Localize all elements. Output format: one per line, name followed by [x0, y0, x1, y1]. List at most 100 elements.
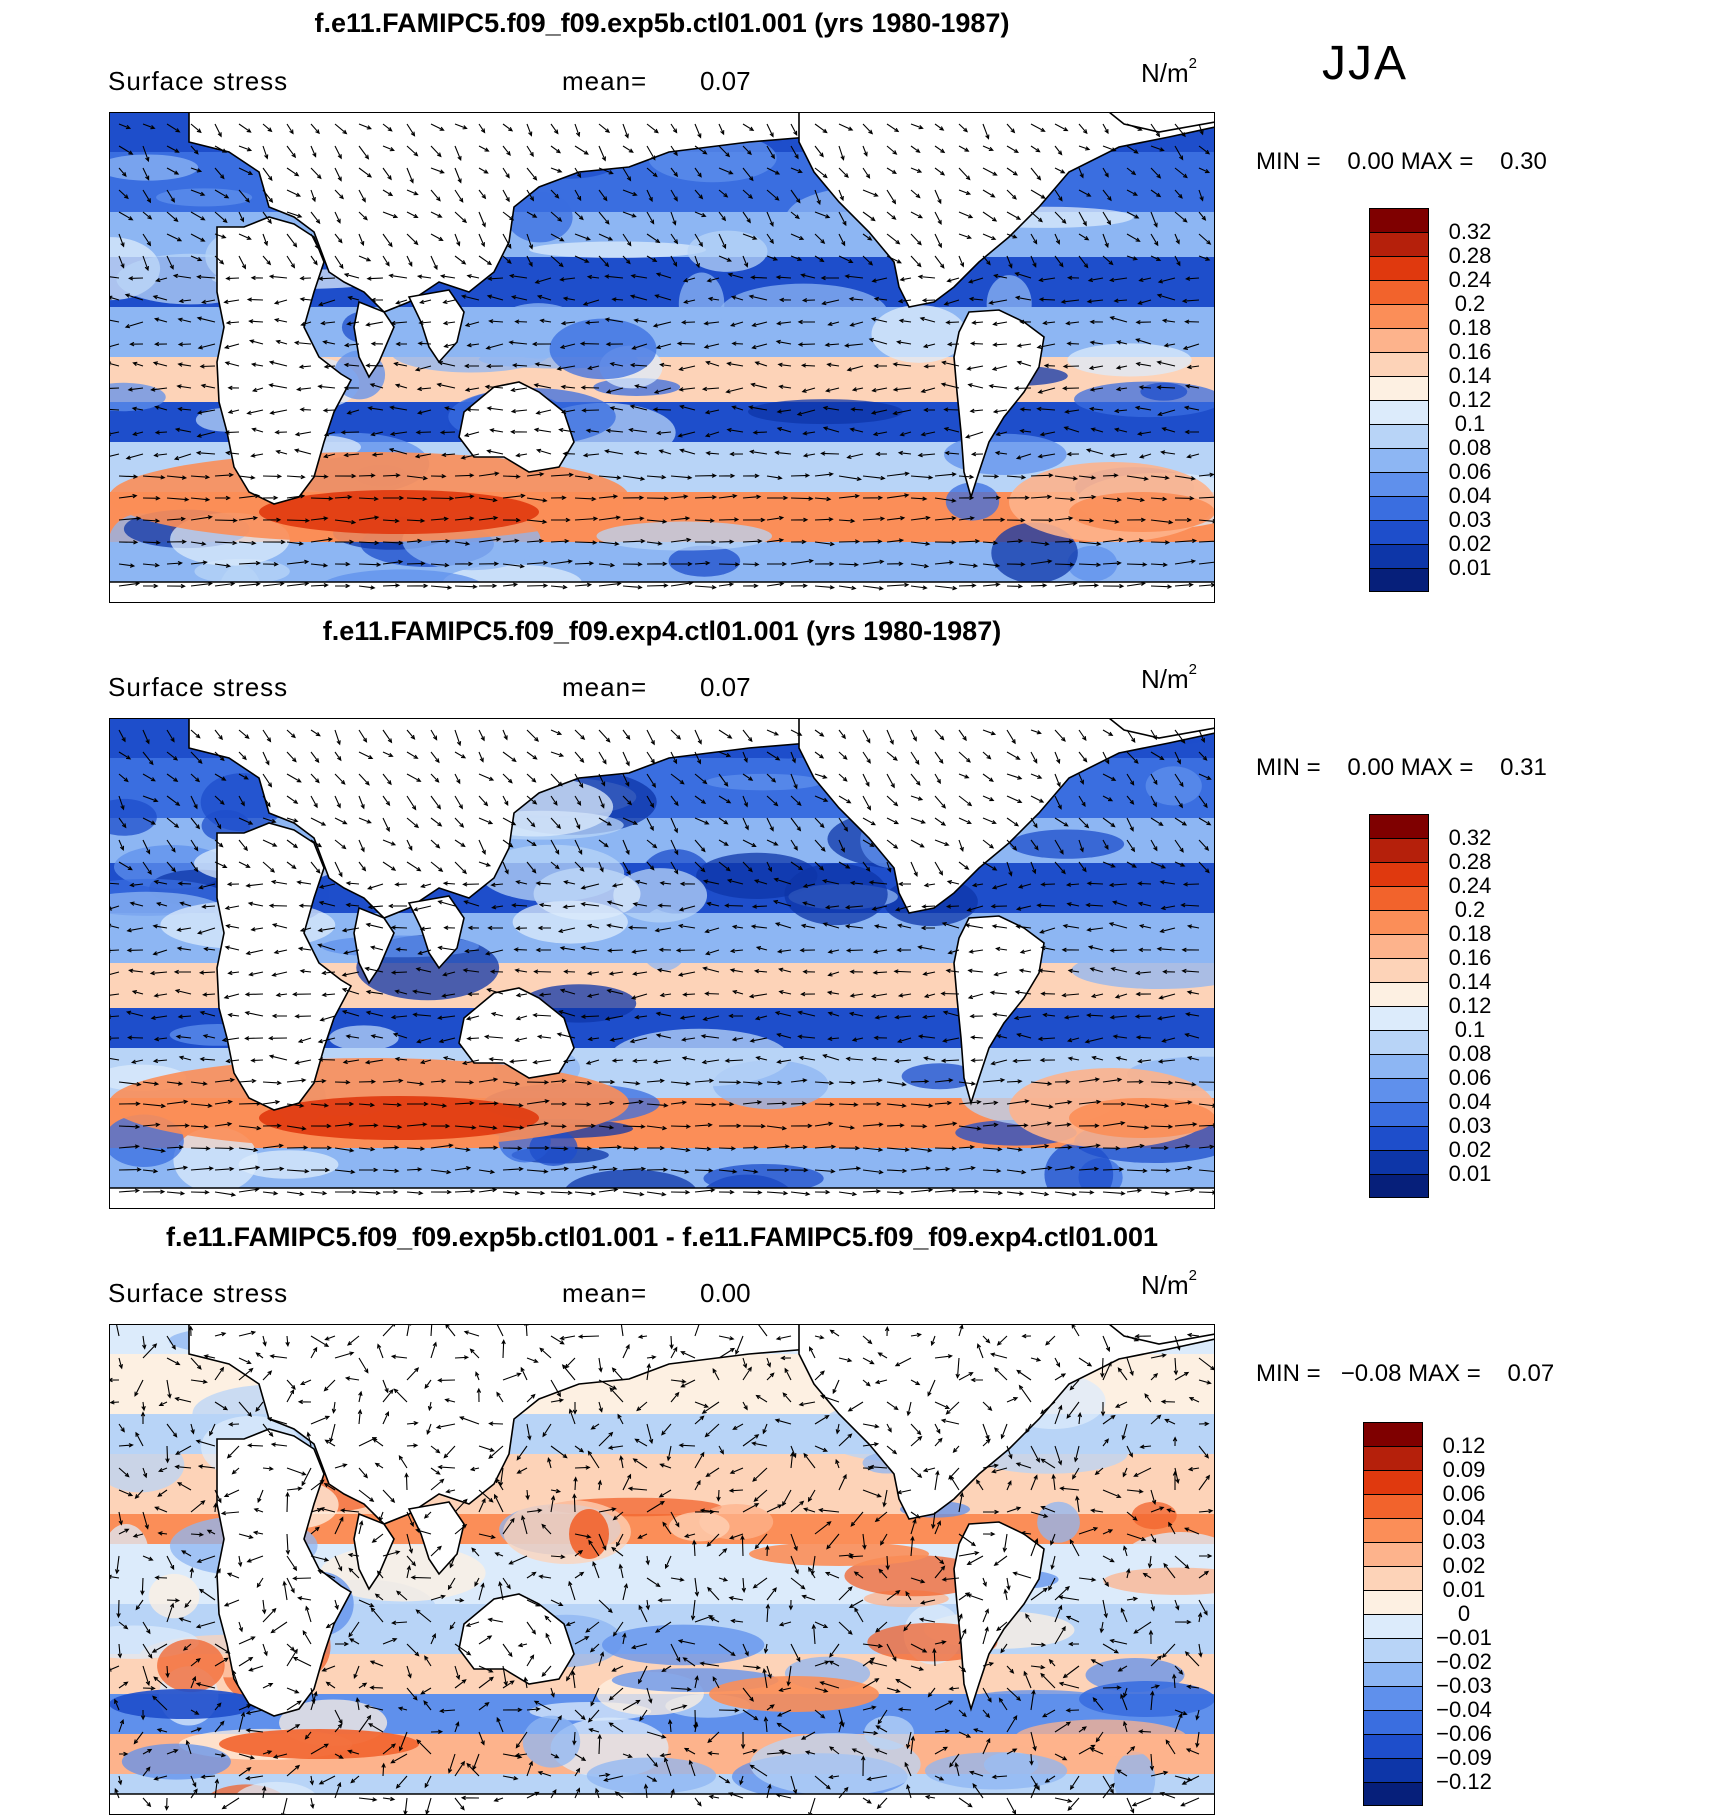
colorbar-tick-label: 0.03: [1448, 1113, 1492, 1138]
colorbar-swatch: [1369, 352, 1429, 376]
colorbar-swatch: [1363, 1494, 1423, 1518]
colorbar-swatch: [1369, 1102, 1429, 1126]
colorbar-tick-label: 0.12: [1442, 1433, 1486, 1458]
surface-stress-map: [109, 718, 1215, 1209]
colorbar-swatch: [1363, 1638, 1423, 1662]
colorbar-swatch: [1363, 1686, 1423, 1710]
colorbar-tick-label: 0.02: [1448, 531, 1492, 556]
colorbar-swatch: [1369, 1078, 1429, 1102]
colorbar-swatch: [1369, 400, 1429, 424]
colorbar-swatch: [1369, 472, 1429, 496]
colorbar-swatch: [1369, 862, 1429, 886]
season-label: JJA: [1322, 37, 1409, 90]
colorbar-swatch: [1369, 424, 1429, 448]
colorbar-tick-label: 0.32: [1448, 219, 1492, 244]
colorbar-swatch: [1369, 886, 1429, 910]
colorbar-swatch: [1369, 1006, 1429, 1030]
colorbar-swatch: [1363, 1614, 1423, 1638]
colorbar-tick-label: 0.28: [1448, 849, 1492, 874]
colorbar-swatch: [1363, 1590, 1423, 1614]
mean-label: mean=: [562, 672, 648, 702]
colorbar-tick-label: 0.14: [1448, 363, 1492, 388]
colorbar-tick-label: 0.12: [1448, 993, 1492, 1018]
colorbar-swatch: [1369, 328, 1429, 352]
colorbar-swatch: [1369, 1030, 1429, 1054]
colorbar-tick-label: 0.2: [1454, 897, 1486, 922]
colorbar-tick-label: 0.08: [1448, 435, 1492, 460]
colorbar-tick-label: 0.03: [1448, 507, 1492, 532]
colorbar-tick-label: 0.03: [1442, 1529, 1486, 1554]
colorbar-swatch: [1369, 814, 1429, 838]
colorbar-tick-label: 0.04: [1448, 483, 1492, 508]
colorbar-tick-label: 0.06: [1448, 1065, 1492, 1090]
mean-value: 0.07: [700, 66, 751, 96]
units-label: N/m2: [1141, 1267, 1198, 1300]
colorbar-tick-label: −0.01: [1436, 1625, 1492, 1650]
colorbar-tick-label: 0.14: [1448, 969, 1492, 994]
colorbar-swatch: [1363, 1566, 1423, 1590]
colorbar-swatch: [1369, 934, 1429, 958]
colorbar-swatch: [1369, 544, 1429, 568]
colorbar-tick-label: −0.04: [1436, 1697, 1492, 1722]
colorbar-swatch: [1369, 280, 1429, 304]
colorbar-swatch: [1363, 1782, 1423, 1806]
colorbar-tick-label: 0.06: [1448, 459, 1492, 484]
colorbar-swatch: [1369, 208, 1429, 232]
colorbar-tick-label: 0: [1457, 1601, 1471, 1626]
colorbar-tick-label: 0.12: [1448, 387, 1492, 412]
colorbar-tick-label: 0.04: [1448, 1089, 1492, 1114]
colorbar-tick-label: 0.02: [1448, 1137, 1492, 1162]
colorbar-tick-label: 0.18: [1448, 315, 1492, 340]
colorbar-swatch: [1369, 496, 1429, 520]
colorbar-swatch: [1369, 256, 1429, 280]
colorbar-swatch: [1369, 376, 1429, 400]
colorbar-tick-label: 0.24: [1448, 267, 1492, 292]
colorbar-swatch: [1363, 1518, 1423, 1542]
colorbar-tick-label: 0.1: [1454, 1017, 1486, 1042]
colorbar-tick-label: 0.28: [1448, 243, 1492, 268]
colorbar-swatch: [1369, 568, 1429, 592]
panel-title: f.e11.FAMIPC5.f09_f09.exp4.ctl01.001 (yr…: [322, 616, 1002, 646]
colorbar-swatch: [1363, 1422, 1423, 1446]
colorbar-tick-label: −0.09: [1436, 1745, 1492, 1770]
colorbar-tick-label: −0.12: [1436, 1769, 1492, 1794]
units-label: N/m2: [1141, 661, 1198, 694]
colorbar-tick-label: 0.01: [1448, 555, 1492, 580]
colorbar-swatch: [1363, 1470, 1423, 1494]
colorbar-tick-label: −0.03: [1436, 1673, 1492, 1698]
colorbar-swatch: [1369, 982, 1429, 1006]
colorbar-tick-label: 0.1: [1454, 411, 1486, 436]
variable-label: Surface stress: [108, 1278, 289, 1308]
variable-label: Surface stress: [108, 672, 289, 702]
colorbar-tick-label: 0.04: [1442, 1505, 1486, 1530]
colorbar-swatch: [1363, 1446, 1423, 1470]
colorbar-swatch: [1363, 1710, 1423, 1734]
colorbar-swatch: [1363, 1758, 1423, 1782]
units-label: N/m2: [1141, 55, 1198, 88]
mean-label: mean=: [562, 1278, 648, 1308]
colorbar-swatch: [1363, 1662, 1423, 1686]
mean-value: 0.07: [700, 672, 751, 702]
colorbar-tick-label: 0.24: [1448, 873, 1492, 898]
colorbar-swatch: [1369, 910, 1429, 934]
colorbar-tick-label: 0.01: [1442, 1577, 1486, 1602]
min-max-readout: MIN = 0.00 MAX = 0.30: [1256, 148, 1547, 175]
min-max-readout: MIN = 0.00 MAX = 0.31: [1256, 754, 1547, 781]
panel-title: f.e11.FAMIPC5.f09_f09.exp5b.ctl01.001 - …: [165, 1222, 1159, 1252]
colorbar-tick-label: 0.09: [1442, 1457, 1486, 1482]
colorbar-tick-label: 0.2: [1454, 291, 1486, 316]
colorbar-tick-label: 0.16: [1448, 945, 1492, 970]
min-max-readout: MIN = −0.08 MAX = 0.07: [1256, 1360, 1555, 1387]
panel-title: f.e11.FAMIPC5.f09_f09.exp5b.ctl01.001 (y…: [314, 8, 1010, 38]
colorbar-tick-label: 0.18: [1448, 921, 1492, 946]
colorbar-tick-label: 0.16: [1448, 339, 1492, 364]
colorbar-swatch: [1369, 1174, 1429, 1198]
colorbar-swatch: [1369, 1150, 1429, 1174]
colorbar-tick-label: 0.32: [1448, 825, 1492, 850]
colorbar-tick-label: 0.02: [1442, 1553, 1486, 1578]
colorbar-tick-label: 0.01: [1448, 1161, 1492, 1186]
colorbar-tick-label: −0.02: [1436, 1649, 1492, 1674]
surface-stress-difference-map: [109, 1324, 1215, 1815]
colorbar-swatch: [1369, 448, 1429, 472]
variable-label: Surface stress: [108, 66, 289, 96]
